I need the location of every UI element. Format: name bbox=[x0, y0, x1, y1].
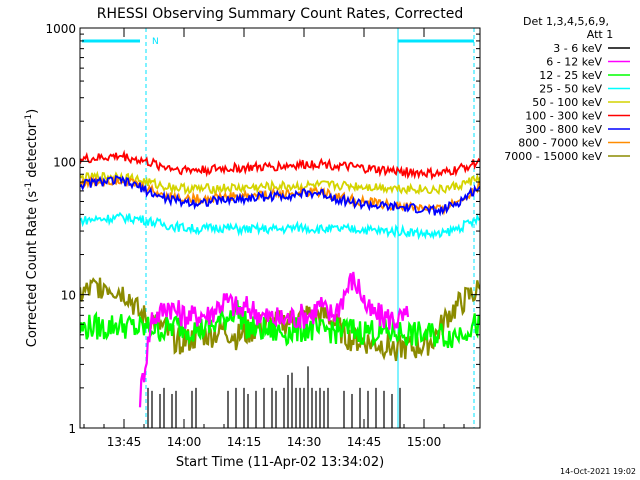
y-axis-label-sup2: -1 bbox=[24, 114, 34, 123]
timestamp: 14-Oct-2021 19:02 bbox=[560, 467, 636, 476]
legend-label: 800 - 7000 keV bbox=[518, 137, 602, 150]
x-tick-label: 14:30 bbox=[287, 435, 322, 449]
legend-label: 25 - 50 keV bbox=[539, 83, 602, 96]
x-axis-label: Start Time (11-Apr-02 13:34:02) bbox=[176, 455, 384, 470]
x-tick-label: 15:00 bbox=[407, 435, 442, 449]
y-tick-label: 10 bbox=[61, 289, 76, 303]
y-tick-label: 100 bbox=[53, 155, 76, 169]
y-tick-label: 1000 bbox=[45, 22, 76, 36]
plot-frame bbox=[79, 27, 481, 429]
x-axis: 13:45 14:00 14:15 14:30 14:45 15:00 bbox=[83, 28, 465, 449]
legend-label: 50 - 100 keV bbox=[532, 96, 602, 109]
series-line-100-300-kev bbox=[80, 149, 480, 181]
legend-label: 12 - 25 keV bbox=[539, 69, 602, 82]
y-axis-label: Corrected Count Rate (s-1 detector-1) bbox=[24, 109, 40, 347]
series-line-25-50-kev bbox=[80, 211, 480, 241]
legend-title-line2: Att 1 bbox=[587, 28, 613, 41]
legend-label: 100 - 300 keV bbox=[525, 110, 602, 123]
y-tick-label: 1 bbox=[68, 422, 76, 436]
x-tick-label: 14:45 bbox=[347, 435, 382, 449]
legend-label: 300 - 800 keV bbox=[525, 123, 602, 136]
y-axis-label-sup1: -1 bbox=[24, 182, 34, 191]
series-line-12-25-kev bbox=[80, 299, 480, 349]
series-line-6-12-kev bbox=[138, 271, 410, 408]
series-line-50-100-kev bbox=[80, 170, 480, 196]
y-axis-label-part1: Corrected Count Rate (s bbox=[25, 191, 40, 348]
series-line-300-800-kev bbox=[80, 174, 480, 217]
segment-label: N bbox=[152, 37, 159, 47]
legend-label: 6 - 12 keV bbox=[546, 56, 602, 69]
x-tick-label: 14:00 bbox=[167, 435, 202, 449]
y-axis-label-part3: ) bbox=[25, 109, 40, 114]
x-tick-label: 13:45 bbox=[107, 435, 142, 449]
legend-label: 7000 - 15000 keV bbox=[504, 150, 602, 163]
series-layer bbox=[80, 149, 480, 428]
chart-title: RHESSI Observing Summary Count Rates, Co… bbox=[97, 6, 463, 22]
x-tick-label: 14:15 bbox=[227, 435, 262, 449]
y-axis: 1 10 100 1000 bbox=[45, 22, 480, 436]
legend-title-line1: Det 1,3,4,5,6,9, bbox=[523, 15, 609, 28]
y-axis-label-part2: detector bbox=[25, 122, 40, 182]
legend-label: 3 - 6 keV bbox=[553, 42, 602, 55]
